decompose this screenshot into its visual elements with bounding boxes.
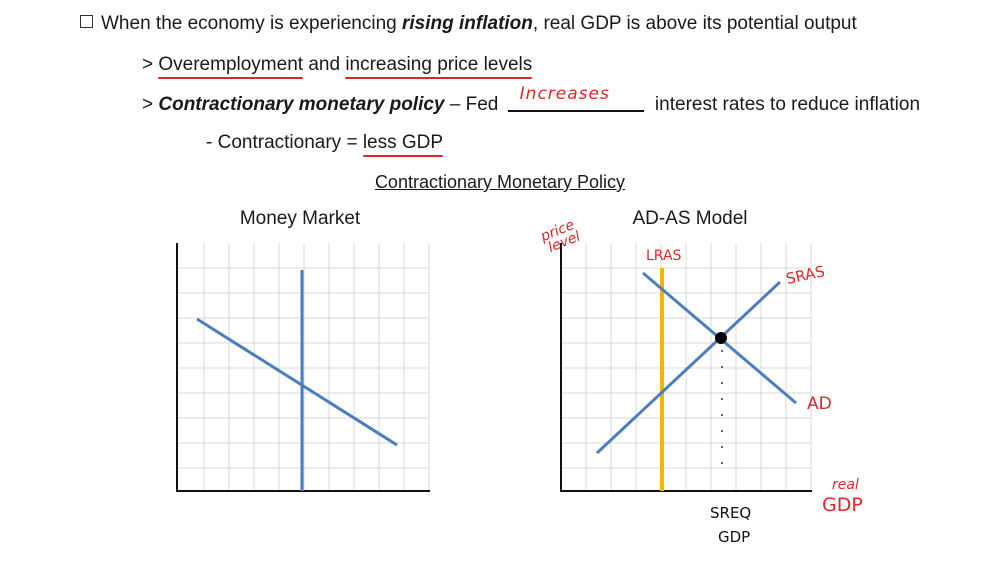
- line1-text-c: , real GDP is above its potential output: [532, 13, 857, 34]
- money-demand-curve: [196, 317, 398, 447]
- increasing-price-levels-text: increasing price levels: [345, 54, 533, 75]
- gdp-axis-label: GDP: [822, 494, 863, 516]
- line1-text-a: When the economy is experiencing: [101, 13, 402, 34]
- adas-grid: [561, 243, 812, 491]
- less-gdp-text: less GDP: [362, 132, 444, 153]
- sras-label: SRAS: [784, 262, 826, 288]
- line3-text-c: interest rates to reduce inflation: [649, 94, 921, 115]
- money-market-title: Money Market: [239, 208, 361, 229]
- sub-line-less-gdp: - Contractionary = less GDP: [206, 131, 443, 155]
- contractionary-policy-text: Contractionary monetary policy: [158, 94, 445, 115]
- ad-label: AD: [807, 394, 832, 414]
- line2-prefix: >: [142, 54, 159, 75]
- section-title: Contractionary Monetary Policy: [0, 172, 1000, 193]
- fill-in-blank: Increases: [507, 84, 644, 112]
- line3-fed-text: – Fed: [444, 94, 504, 115]
- sub-line-contractionary-policy: > Contractionary monetary policy – Fed I…: [142, 84, 921, 117]
- line2-and: and: [303, 54, 346, 75]
- sreq-label: SREQ: [710, 504, 751, 522]
- sub-line-overemployment: > Overemployment and increasing price le…: [142, 53, 532, 77]
- adas-axes: [560, 243, 812, 492]
- sras-curve: [595, 280, 782, 455]
- line4-text-a: - Contractionary =: [206, 132, 363, 153]
- sreq-gdp-label: GDP: [718, 528, 750, 546]
- lras-label: LRAS: [646, 248, 682, 264]
- real-label: real: [832, 477, 859, 493]
- bullet-line-inflation: When the economy is experiencing rising …: [80, 12, 857, 36]
- equilibrium-point: [715, 332, 727, 344]
- increases-handwritten: Increases: [519, 84, 610, 104]
- section-title-text: Contractionary Monetary Policy: [374, 172, 626, 192]
- checkbox-bullet-icon: [80, 15, 93, 28]
- adas-title: AD-AS Model: [632, 208, 748, 229]
- line3-prefix: >: [142, 94, 159, 115]
- overemployment-text: Overemployment: [158, 54, 304, 75]
- rising-inflation-text: rising inflation: [402, 13, 533, 34]
